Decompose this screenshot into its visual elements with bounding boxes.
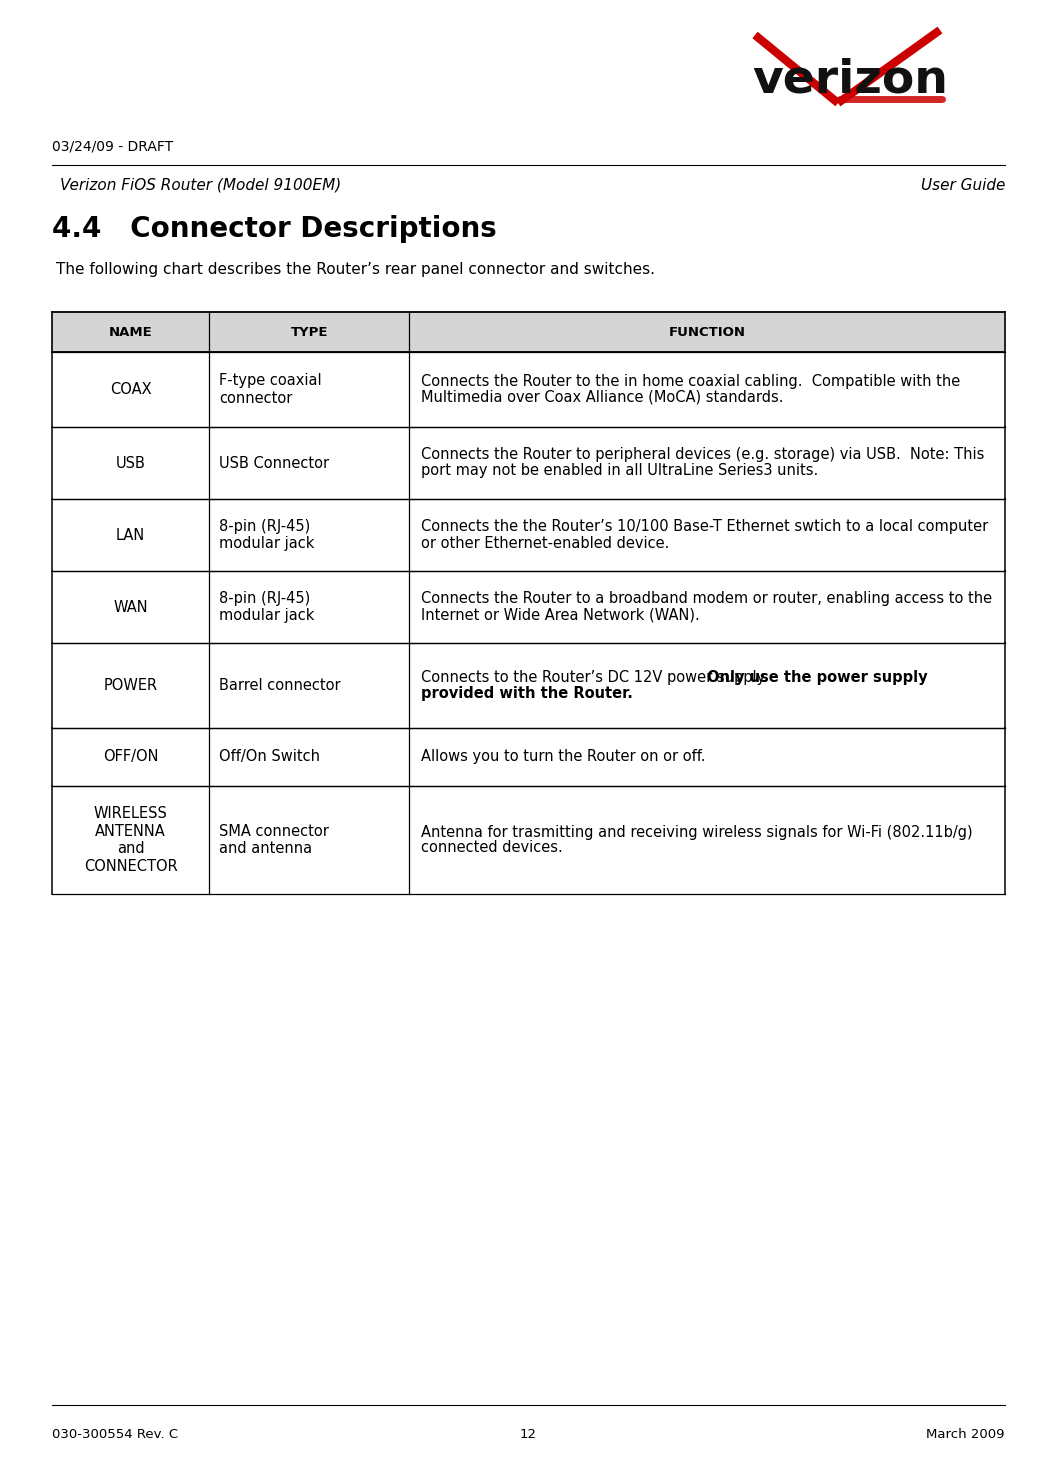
Text: User Guide: User Guide — [921, 178, 1005, 193]
Text: Internet or Wide Area Network (WAN).: Internet or Wide Area Network (WAN). — [421, 607, 701, 622]
Text: 03/24/09 - DRAFT: 03/24/09 - DRAFT — [52, 140, 173, 153]
Text: USB: USB — [116, 456, 146, 470]
Text: Connects the Router to the in home coaxial cabling.  Compatible with the: Connects the Router to the in home coaxi… — [421, 374, 961, 388]
Text: Off/On Switch: Off/On Switch — [219, 749, 321, 765]
Text: Connects the Router to a broadband modem or router, enabling access to the: Connects the Router to a broadband modem… — [421, 591, 993, 606]
Text: Barrel connector: Barrel connector — [219, 677, 341, 694]
Text: 030-300554 Rev. C: 030-300554 Rev. C — [52, 1428, 178, 1441]
Text: TYPE: TYPE — [290, 326, 328, 339]
Text: The following chart describes the Router’s rear panel connector and switches.: The following chart describes the Router… — [56, 261, 655, 277]
Text: Connects the the Router’s 10/100 Base-T Ethernet swtich to a local computer: Connects the the Router’s 10/100 Base-T … — [421, 520, 989, 534]
Text: Only use the power supply: Only use the power supply — [707, 670, 927, 685]
Text: POWER: POWER — [103, 677, 157, 694]
Text: 4.4   Connector Descriptions: 4.4 Connector Descriptions — [52, 215, 497, 242]
Text: FUNCTION: FUNCTION — [669, 326, 746, 339]
Text: Multimedia over Coax Alliance (MoCA) standards.: Multimedia over Coax Alliance (MoCA) sta… — [421, 390, 784, 404]
Text: or other Ethernet-enabled device.: or other Ethernet-enabled device. — [421, 536, 670, 550]
Text: OFF/ON: OFF/ON — [103, 749, 158, 765]
Text: 8-pin (RJ-45)
modular jack: 8-pin (RJ-45) modular jack — [219, 518, 314, 552]
Text: verizon: verizon — [752, 57, 948, 102]
Text: March 2009: March 2009 — [926, 1428, 1005, 1441]
Text: WIRELESS
ANTENNA
and
CONNECTOR: WIRELESS ANTENNA and CONNECTOR — [83, 806, 177, 873]
Text: connected devices.: connected devices. — [421, 841, 563, 856]
Bar — [52, 312, 1005, 352]
Text: NAME: NAME — [109, 326, 153, 339]
Text: 8-pin (RJ-45)
modular jack: 8-pin (RJ-45) modular jack — [219, 591, 314, 623]
Text: F-type coaxial
connector: F-type coaxial connector — [219, 374, 322, 406]
Text: USB Connector: USB Connector — [219, 456, 329, 470]
Text: Connects to the Router’s DC 12V power supply.: Connects to the Router’s DC 12V power su… — [421, 670, 773, 685]
Text: 12: 12 — [520, 1428, 537, 1441]
Text: LAN: LAN — [116, 527, 146, 543]
Text: Verizon FiOS Router (Model 9100EM): Verizon FiOS Router (Model 9100EM) — [60, 178, 341, 193]
Text: SMA connector
and antenna: SMA connector and antenna — [219, 823, 329, 856]
Text: WAN: WAN — [113, 600, 148, 615]
Text: Antenna for trasmitting and receiving wireless signals for Wi-Fi (802.11b/g): Antenna for trasmitting and receiving wi… — [421, 825, 973, 840]
Text: Allows you to turn the Router on or off.: Allows you to turn the Router on or off. — [421, 749, 706, 765]
Text: port may not be enabled in all UltraLine Series3 units.: port may not be enabled in all UltraLine… — [421, 463, 819, 479]
Text: COAX: COAX — [110, 383, 152, 397]
Text: provided with the Router.: provided with the Router. — [421, 686, 633, 701]
Text: Connects the Router to peripheral devices (e.g. storage) via USB.  Note: This: Connects the Router to peripheral device… — [421, 448, 984, 463]
